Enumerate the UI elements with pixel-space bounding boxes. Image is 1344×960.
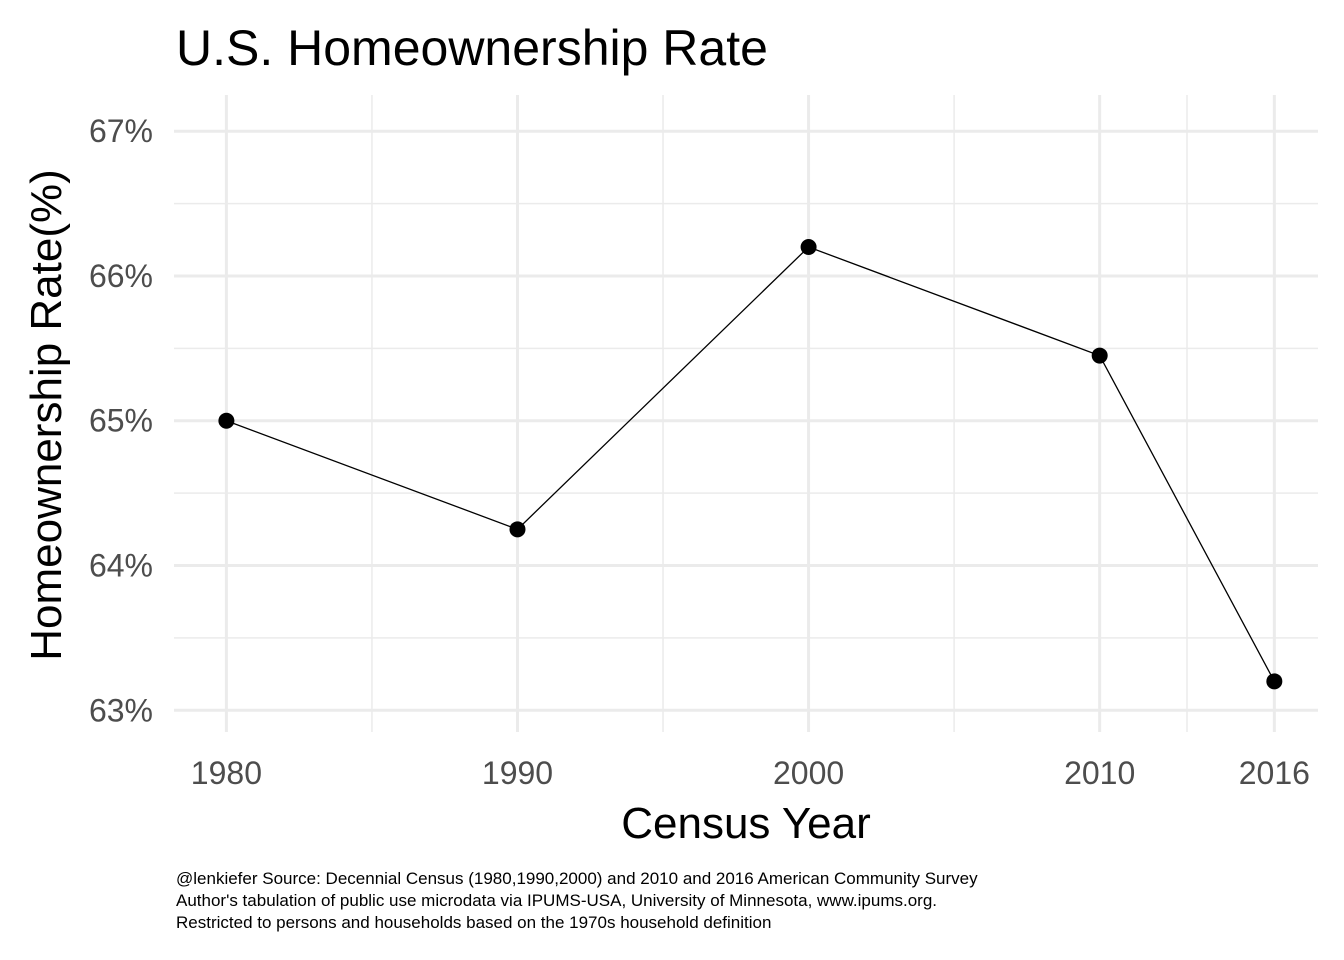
- data-point: [509, 521, 526, 538]
- x-axis-title: Census Year: [621, 799, 871, 848]
- y-axis-title: Homeownership Rate(%): [22, 169, 71, 661]
- grid: [174, 95, 1318, 732]
- caption: @lenkiefer Source: Decennial Census (198…: [176, 868, 978, 934]
- caption-line-tabulation: Author's tabulation of public use microd…: [176, 891, 938, 910]
- x-tick-label: 2016: [1239, 755, 1310, 791]
- x-axis: 1980 1990 2000 2010 2016: [191, 755, 1310, 791]
- data-point: [1091, 347, 1108, 364]
- x-tick-label: 2010: [1064, 755, 1135, 791]
- y-tick-label: 63%: [89, 692, 153, 728]
- x-tick-label: 1980: [191, 755, 262, 791]
- y-tick-label: 66%: [89, 258, 153, 294]
- caption-line-source: @lenkiefer Source: Decennial Census (198…: [176, 869, 978, 888]
- x-tick-label: 1990: [482, 755, 553, 791]
- data-point: [800, 239, 817, 256]
- data-point: [1266, 673, 1283, 690]
- y-tick-label: 65%: [89, 403, 153, 439]
- plot-area: [218, 239, 1283, 690]
- chart-title: U.S. Homeownership Rate: [176, 20, 768, 76]
- data-point: [218, 412, 235, 429]
- y-tick-label: 64%: [89, 548, 153, 584]
- y-axis: 63% 64% 65% 66% 67%: [89, 113, 153, 728]
- x-tick-label: 2000: [773, 755, 844, 791]
- series-line: [226, 246, 1275, 682]
- y-tick-label: 67%: [89, 113, 153, 149]
- caption-line-definition: Restricted to persons and households bas…: [176, 913, 772, 932]
